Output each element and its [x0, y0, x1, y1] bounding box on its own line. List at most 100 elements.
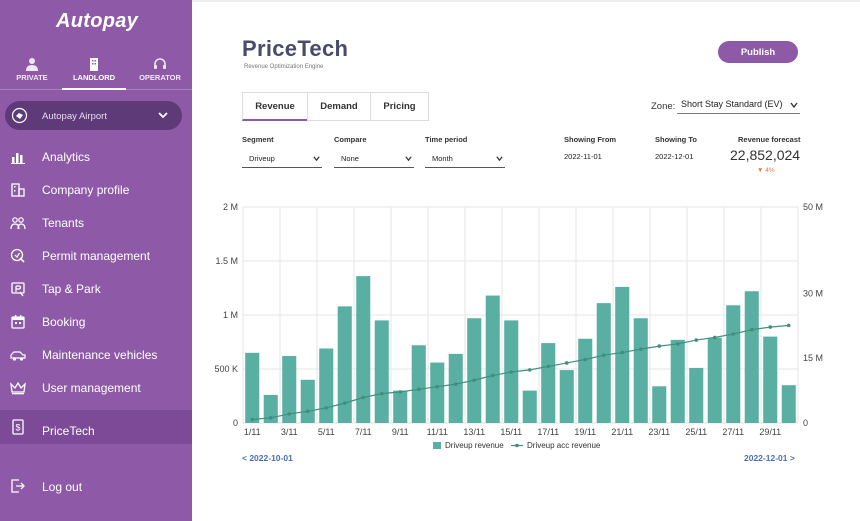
point-driveup-acc-revenue — [305, 409, 310, 414]
y-left-tick-label: 0 — [233, 418, 238, 428]
vehicle-icon — [10, 351, 26, 361]
bar-driveup-revenue — [781, 385, 796, 423]
sidebar-item-company-profile[interactable]: Company profile — [0, 173, 192, 206]
legend-label-bar: Driveup revenue — [445, 441, 504, 450]
point-driveup-acc-revenue — [250, 417, 255, 422]
bar-driveup-revenue — [467, 318, 482, 423]
sidebar-item-label: PriceTech — [42, 424, 95, 438]
legend-swatch-bar — [433, 442, 441, 449]
point-driveup-acc-revenue — [564, 361, 569, 365]
sidebar-item-permit-management[interactable]: Permit management — [0, 239, 192, 272]
logout-label: Log out — [42, 480, 83, 494]
publish-button[interactable]: Publish — [718, 41, 798, 63]
y-right-tick-label: 0 — [803, 418, 808, 428]
y-right-tick-label: 50 M — [803, 202, 823, 212]
compare-label: Compare — [334, 135, 367, 144]
sidebar-item-booking[interactable]: Booking — [0, 305, 192, 338]
x-tick-label: 9/11 — [392, 427, 409, 437]
legend-label-line: Driveup acc revenue — [527, 441, 601, 450]
x-tick-label: 17/11 — [537, 427, 559, 437]
chevron-down-icon — [313, 156, 320, 162]
point-driveup-acc-revenue — [398, 390, 403, 394]
bar-driveup-revenue — [300, 379, 315, 423]
sidebar-item-maintenance-vehicles[interactable]: Maintenance vehicles — [0, 338, 192, 371]
tab-demand[interactable]: Demand — [307, 92, 371, 121]
sidebar-item-tap-park[interactable]: Tap & Park — [0, 272, 192, 305]
x-tick-label: 29/11 — [759, 427, 781, 437]
x-tick-label: 13/11 — [463, 427, 485, 437]
point-driveup-acc-revenue — [435, 384, 440, 389]
y-left-tick-label: 500 K — [214, 364, 238, 374]
zone-select[interactable]: Short Stay Standard (EV) — [677, 96, 800, 114]
tab-pricing[interactable]: Pricing — [370, 92, 429, 121]
building-icon — [90, 58, 98, 71]
role-switcher: PRIVATE LANDLORD OPERATOR — [0, 54, 192, 90]
bar-driveup-revenue — [282, 356, 297, 423]
x-tick-label: 15/11 — [500, 427, 522, 437]
sidebar-item-user-management[interactable]: User management — [0, 371, 192, 404]
segment-select[interactable]: Driveup — [242, 150, 322, 168]
point-driveup-acc-revenue — [416, 387, 421, 392]
sidebar-item-pricetech[interactable]: $ PriceTech — [0, 410, 192, 444]
bar-driveup-revenue — [522, 390, 537, 423]
chevron-down-icon — [158, 112, 168, 119]
bar-driveup-revenue — [615, 286, 630, 423]
point-driveup-acc-revenue — [768, 325, 773, 329]
x-tick-label: 21/11 — [611, 427, 633, 437]
svg-text:$: $ — [15, 423, 20, 433]
sidebar-item-analytics[interactable]: Analytics — [0, 140, 192, 173]
x-tick-label: 1/11 — [244, 427, 261, 437]
previous-period-link[interactable]: < 2022-10-01 — [242, 453, 293, 463]
point-driveup-acc-revenue — [361, 395, 366, 400]
bar-driveup-revenue — [337, 306, 352, 423]
point-driveup-acc-revenue — [546, 364, 551, 369]
point-driveup-acc-revenue — [342, 401, 347, 405]
bar-driveup-revenue — [652, 386, 667, 423]
role-operator[interactable]: OPERATOR — [128, 54, 192, 90]
role-landlord-label: LANDLORD — [72, 73, 116, 82]
logout-button[interactable]: Log out — [0, 473, 192, 503]
bar-driveup-revenue — [411, 345, 426, 423]
showing-from-label: Showing From — [564, 135, 617, 144]
bar-driveup-revenue — [430, 362, 445, 423]
calendar-icon — [11, 315, 25, 329]
next-period-link[interactable]: 2022-12-01 > — [744, 453, 795, 463]
role-private[interactable]: PRIVATE — [0, 54, 64, 90]
bar-driveup-revenue — [689, 367, 704, 423]
y-left-tick-label: 1 M — [223, 310, 238, 320]
tab-revenue[interactable]: Revenue — [242, 92, 308, 121]
bar-chart-icon — [11, 153, 25, 164]
sidebar-item-label: Tenants — [42, 216, 85, 230]
role-landlord[interactable]: LANDLORD — [62, 54, 126, 90]
point-driveup-acc-revenue — [786, 323, 791, 328]
sidebar-item-tenants[interactable]: Tenants — [0, 206, 192, 239]
bar-driveup-revenue — [726, 305, 741, 423]
zone-value: Short Stay Standard (EV) — [681, 99, 783, 109]
point-driveup-acc-revenue — [601, 353, 606, 357]
y-left-tick-label: 2 M — [223, 202, 238, 212]
location-icon — [11, 107, 28, 124]
y-right-tick-label: 15 M — [803, 353, 823, 363]
headset-icon — [154, 58, 166, 69]
line-driveup-acc-revenue — [252, 324, 789, 421]
revenue-forecast-value: 22,852,024 — [730, 147, 801, 163]
sidebar: Autopay PRIVATE LANDLORD OPERATOR Autopa… — [0, 0, 192, 521]
chevron-down-icon — [496, 156, 503, 162]
compare-value: None — [341, 154, 359, 163]
point-driveup-acc-revenue — [287, 412, 292, 416]
location-selector[interactable]: Autopay Airport — [5, 101, 182, 130]
role-operator-label: OPERATOR — [139, 73, 181, 82]
time-period-select[interactable]: Month — [425, 150, 505, 168]
forecast-delta: ▼ 4% — [757, 167, 775, 174]
point-driveup-acc-revenue — [694, 338, 699, 342]
logout-icon — [11, 479, 25, 493]
segment-value: Driveup — [249, 154, 275, 163]
x-tick-label: 27/11 — [722, 427, 744, 437]
x-tick-label: 7/11 — [355, 427, 372, 437]
point-driveup-acc-revenue — [453, 382, 458, 386]
time-period-label: Time period — [425, 135, 468, 144]
sidebar-item-label: Tap & Park — [42, 282, 101, 296]
bar-driveup-revenue — [541, 343, 556, 423]
point-driveup-acc-revenue — [749, 327, 754, 332]
compare-select[interactable]: None — [334, 150, 414, 168]
